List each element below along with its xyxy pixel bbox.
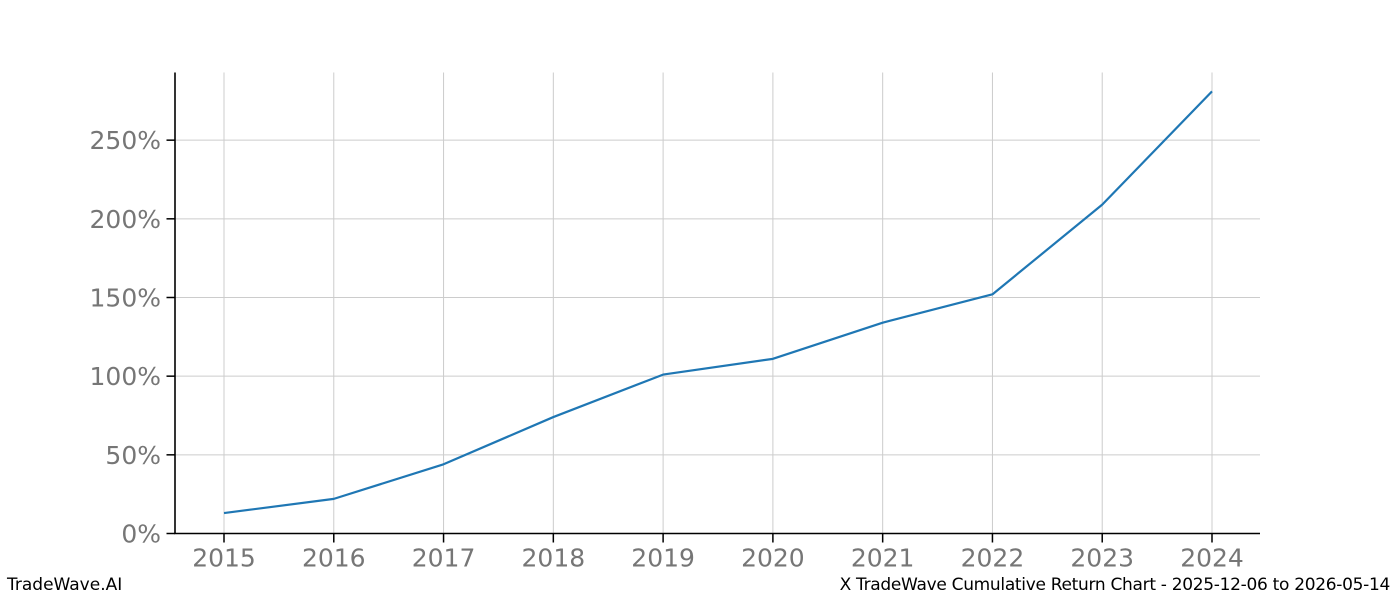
x-tick-label: 2016 (302, 544, 366, 573)
series-line-cumulative-return (223, 90, 1213, 515)
y-tick-label: 150% (90, 283, 161, 312)
brand-watermark: TradeWave.AI (7, 575, 123, 595)
x-tick-label: 2021 (851, 544, 915, 573)
axis-spines (174, 72, 1260, 535)
y-axis-tick-labels: 0% 50% 100% 150% 200% 250% (90, 126, 161, 548)
x-tick-label: 2015 (192, 544, 256, 573)
y-tick-label: 0% (121, 520, 161, 549)
x-tick-label: 2020 (741, 544, 805, 573)
chart-caption: X TradeWave Cumulative Return Chart - 20… (839, 575, 1391, 595)
x-tick-label: 2023 (1070, 544, 1134, 573)
x-tick-label: 2017 (412, 544, 476, 573)
y-tick-label: 250% (90, 126, 161, 155)
gridlines (175, 72, 1260, 534)
y-tick-label: 50% (105, 441, 161, 470)
y-tick-label: 200% (90, 205, 161, 234)
x-tick-label: 2018 (522, 544, 586, 573)
x-tick-label: 2024 (1180, 544, 1244, 573)
x-axis-tick-labels: 2015 2016 2017 2018 2019 2020 2021 2022 2023 2024 (192, 544, 1244, 573)
x-tick-label: 2019 (631, 544, 695, 573)
tick-marks (166, 139, 1213, 543)
y-tick-label: 100% (90, 362, 161, 391)
x-tick-label: 2022 (961, 544, 1025, 573)
